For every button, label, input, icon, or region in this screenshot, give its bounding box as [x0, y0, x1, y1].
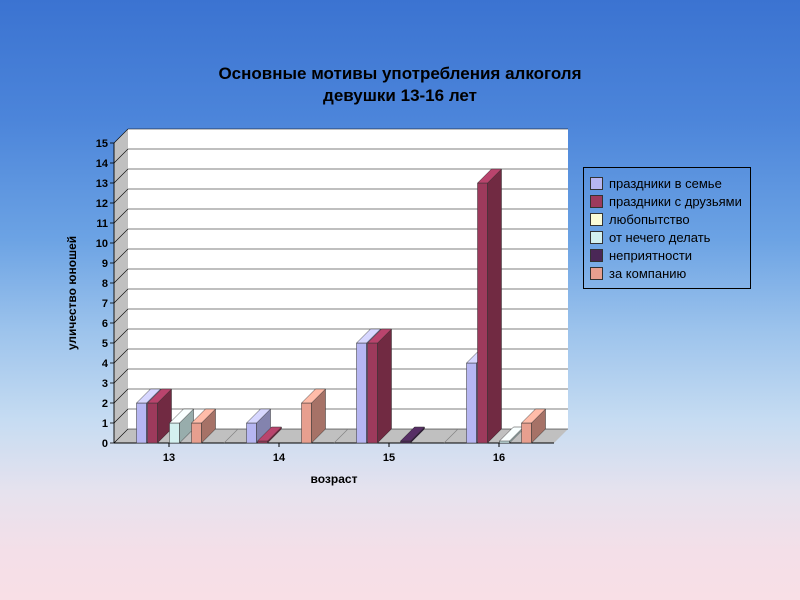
y-tick-label: 15: [96, 138, 108, 150]
legend-swatch: [590, 231, 603, 244]
title-line-1: Основные мотивы употребления алкоголя: [218, 64, 581, 83]
y-tick-label: 7: [102, 298, 108, 310]
y-tick-label: 1: [102, 418, 108, 430]
chart-svg: 012345678910111213141513141516возрастули…: [66, 125, 572, 493]
bar: [357, 343, 367, 443]
legend-label: праздники в семье: [609, 176, 722, 191]
plot-back-wall: [128, 129, 568, 429]
legend-label: праздники с друзьями: [609, 194, 742, 209]
legend-swatch: [590, 177, 603, 190]
x-axis-label: возраст: [311, 472, 358, 486]
chart-title: Основные мотивы употребления алкоголя де…: [0, 63, 800, 107]
chart: 012345678910111213141513141516возрастули…: [66, 125, 572, 498]
legend-swatch: [590, 249, 603, 262]
y-tick-label: 0: [102, 438, 108, 450]
x-tick-label: 16: [493, 452, 505, 464]
y-axis-label: уличество юношей: [66, 236, 79, 350]
y-tick-label: 5: [102, 338, 108, 350]
y-tick-label: 6: [102, 318, 108, 330]
legend-item: от нечего делать: [590, 228, 742, 246]
x-tick-label: 14: [273, 452, 286, 464]
y-tick-label: 9: [102, 258, 108, 270]
legend-label: неприятности: [609, 248, 692, 263]
bar: [192, 423, 202, 443]
legend-label: за компанию: [609, 266, 686, 281]
bar: [247, 423, 257, 443]
bar: [500, 441, 510, 443]
legend-swatch: [590, 213, 603, 226]
bar: [137, 403, 147, 443]
bar: [368, 343, 378, 443]
legend-item: праздники в семье: [590, 174, 742, 192]
x-tick-label: 15: [383, 452, 395, 464]
bar: [522, 423, 532, 443]
bar: [148, 403, 158, 443]
y-tick-label: 10: [96, 238, 108, 250]
bar: [467, 363, 477, 443]
y-tick-label: 12: [96, 198, 108, 210]
y-tick-label: 13: [96, 178, 108, 190]
title-line-2: девушки 13-16 лет: [323, 86, 477, 105]
legend-item: праздники с друзьями: [590, 192, 742, 210]
bar: [401, 441, 411, 443]
legend: праздники в семье праздники с друзьями люб…: [583, 167, 751, 289]
y-tick-label: 4: [102, 358, 109, 370]
y-tick-label: 11: [96, 218, 108, 230]
y-tick-label: 2: [102, 398, 108, 410]
x-tick-label: 13: [163, 452, 175, 464]
bar: [170, 423, 180, 443]
y-tick-label: 14: [96, 158, 109, 170]
legend-swatch: [590, 267, 603, 280]
legend-swatch: [590, 195, 603, 208]
legend-item: за компанию: [590, 264, 742, 282]
bar: [302, 403, 312, 443]
legend-item: любопытство: [590, 210, 742, 228]
y-tick-label: 3: [102, 378, 108, 390]
y-tick-label: 8: [102, 278, 108, 290]
legend-label: от нечего делать: [609, 230, 710, 245]
bar: [478, 183, 488, 443]
bar: [258, 441, 268, 443]
legend-label: любопытство: [609, 212, 690, 227]
legend-item: неприятности: [590, 246, 742, 264]
